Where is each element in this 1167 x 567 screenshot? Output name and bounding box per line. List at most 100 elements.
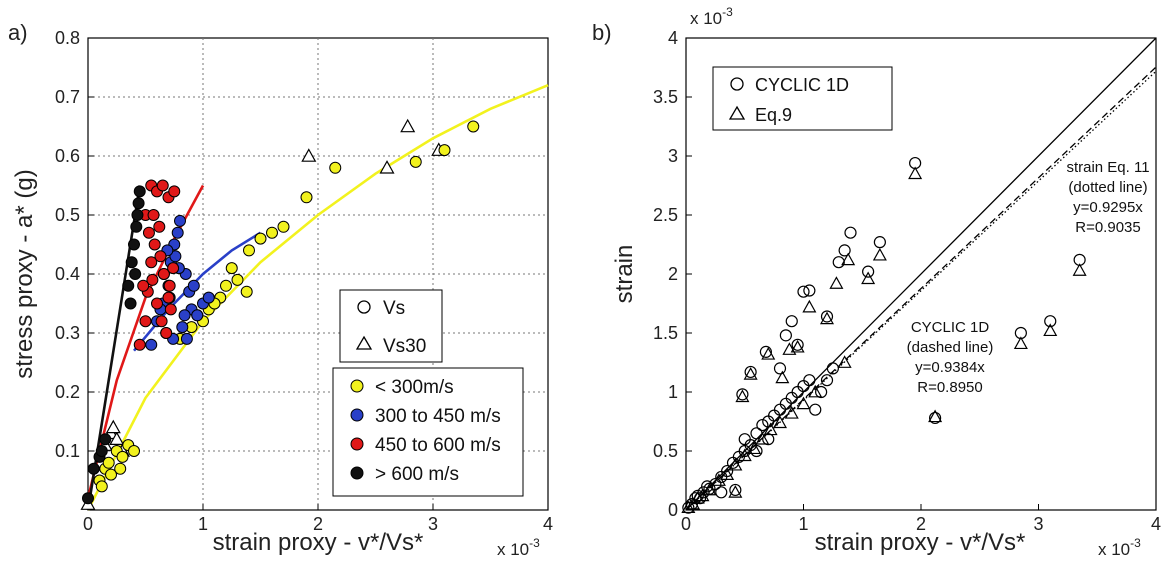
circle-point xyxy=(220,279,232,292)
cyclic1d-point xyxy=(715,486,728,499)
y-tick-label: 0.3 xyxy=(55,323,80,343)
panel-b-label: b) xyxy=(592,20,612,45)
cyclic1d-point xyxy=(691,489,704,502)
cyclic1d-point xyxy=(832,256,845,269)
circle-point xyxy=(105,468,117,481)
x-tick-label: 4 xyxy=(543,514,553,534)
cyclic1d-point xyxy=(791,338,804,351)
circle-point xyxy=(160,327,173,339)
legend-vs-label: Vs xyxy=(383,298,405,319)
cyclic1d-point xyxy=(779,329,792,342)
triangle-point xyxy=(379,160,395,174)
plot-b: 0 1 2 3 4 0 0.5 1 1.5 2 2.5 3 3.5 4 xyxy=(653,28,1161,534)
y-tick-label: 0.2 xyxy=(55,382,80,402)
cyclic1d-point xyxy=(697,486,710,499)
fit-line-dotted xyxy=(685,70,1157,511)
plot-b-ticks: 0 1 2 3 4 0 0.5 1 1.5 2 2.5 3 3.5 4 xyxy=(653,28,1161,534)
eq9-point xyxy=(819,311,835,325)
plot-b-points xyxy=(681,156,1087,514)
circle-point xyxy=(409,155,422,168)
circle-point xyxy=(87,462,100,475)
eq9-point xyxy=(908,166,923,180)
circle-point xyxy=(254,232,267,245)
legend-colors-a: < 300m/s 300 to 450 m/s 450 to 600 m/s > 60… xyxy=(332,367,524,497)
eq9-point xyxy=(735,389,750,403)
circle-point xyxy=(139,315,152,328)
circle-point xyxy=(178,309,191,322)
annotation-line: (dotted line) xyxy=(1068,179,1147,196)
circle-point xyxy=(300,191,313,204)
circle-point xyxy=(187,279,200,292)
cyclic1d-point xyxy=(685,498,698,511)
plot-b-ylabel: strain xyxy=(611,245,638,304)
legend-color-swatch xyxy=(350,437,364,451)
circle-point xyxy=(82,492,94,505)
cyclic1d-point xyxy=(815,385,828,399)
eq9-point xyxy=(681,500,696,514)
fit-line-dashed xyxy=(685,66,1157,511)
y-tick-label: 0.5 xyxy=(55,205,80,225)
eq9-point xyxy=(790,339,805,353)
circle-point xyxy=(154,250,167,263)
circle-point xyxy=(163,279,176,292)
eq9-point xyxy=(837,355,852,368)
y-tick-label: 3 xyxy=(668,146,678,166)
legend-color-label: 300 to 450 m/s xyxy=(375,406,501,427)
plot-b-x-multiplier: x 10-3 xyxy=(1098,536,1141,559)
circle-point xyxy=(99,433,112,446)
circle-point xyxy=(147,209,160,221)
circle-point xyxy=(95,480,108,493)
plot-a-points xyxy=(80,118,480,510)
y-tick-label: 0.1 xyxy=(55,441,80,461)
cyclic1d-point xyxy=(838,244,851,257)
legend-b-eq9: Eq.9 xyxy=(755,105,792,125)
cyclic1d-point xyxy=(820,310,834,323)
circle-point xyxy=(142,226,155,239)
cyclic1d-point xyxy=(803,284,816,297)
circle-point xyxy=(168,185,181,198)
circle-point xyxy=(151,297,163,310)
circle-point xyxy=(132,197,145,210)
y-tick-label: 0.7 xyxy=(55,87,80,107)
eq9-point xyxy=(728,485,743,498)
cyclic1d-point xyxy=(682,501,695,514)
plot-a: 0 1 2 3 4 0.1 0.2 0.3 0.4 0.5 0.6 0.7 0.8 xyxy=(55,28,553,534)
eq9-point xyxy=(747,441,762,455)
legend-b-triangle-marker xyxy=(728,105,746,120)
cyclic1d-point xyxy=(756,418,769,432)
circle-point xyxy=(116,450,129,463)
y-tick-label: 3.5 xyxy=(653,87,678,107)
eq9-point xyxy=(872,247,887,261)
cyclic1d-point xyxy=(909,156,922,170)
legend-circle-marker xyxy=(357,300,371,314)
circle-point xyxy=(169,250,182,263)
cyclic1d-point xyxy=(803,374,816,387)
y-tick-label: 0 xyxy=(668,500,678,520)
cyclic1d-point xyxy=(744,365,757,379)
circle-point xyxy=(137,279,150,292)
circle-point xyxy=(95,445,108,457)
eq9-point xyxy=(802,299,817,313)
circle-point xyxy=(128,445,140,457)
eq9-point xyxy=(743,367,758,380)
cyclic1d-point xyxy=(689,492,702,505)
plot-a-ylabel: stress proxy - a* (g) xyxy=(11,169,38,378)
circle-point xyxy=(174,214,186,227)
panel-a-label: a) xyxy=(8,20,28,45)
circle-point xyxy=(167,262,180,275)
circle-point xyxy=(133,185,146,198)
eq9-point xyxy=(784,406,799,419)
circle-point xyxy=(191,309,204,322)
annotation-line: CYCLIC 1D xyxy=(911,319,990,336)
y-tick-label: 1 xyxy=(668,382,678,402)
cyclic1d-point xyxy=(762,433,775,446)
cyclic1d-point xyxy=(785,315,798,328)
eq9-point xyxy=(775,370,790,384)
cyclic1d-point xyxy=(862,265,875,278)
legend-color-label: 450 to 600 m/s xyxy=(375,435,501,456)
circle-point xyxy=(467,120,480,133)
cyclic1d-point xyxy=(701,480,714,493)
circle-point xyxy=(114,462,127,475)
cyclic1d-point xyxy=(797,285,810,298)
cyclic1d-point xyxy=(820,374,834,387)
